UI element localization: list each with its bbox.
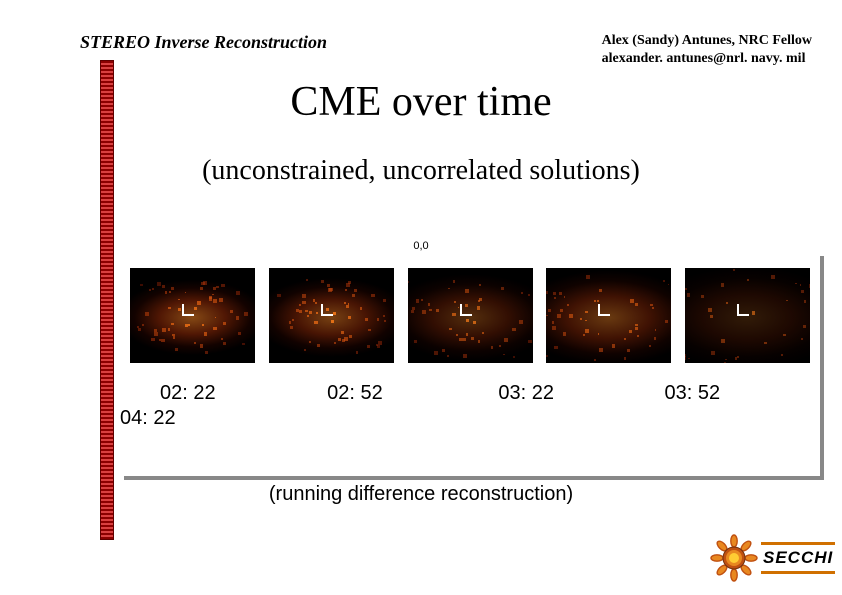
cme-panel-3	[408, 268, 533, 363]
header-row: STEREO Inverse Reconstruction Alex (Sand…	[80, 32, 812, 68]
time-5: 04: 22	[120, 407, 176, 430]
time-1: 02: 22	[160, 382, 216, 405]
axis-mark-icon	[182, 304, 194, 316]
axis-mark-icon	[460, 304, 472, 316]
axis-mark-icon	[598, 304, 610, 316]
axis-label: 0,0	[0, 240, 842, 252]
axis-mark-icon	[321, 304, 333, 316]
time-4: 03: 52	[665, 382, 721, 405]
header-author: Alex (Sandy) Antunes, NRC Fellow alexand…	[602, 32, 812, 68]
decorative-sidebar	[100, 60, 114, 540]
time-3: 03: 22	[498, 382, 554, 405]
page-title: CME over time	[0, 78, 842, 126]
page-subtitle: (unconstrained, uncorrelated solutions)	[0, 155, 842, 187]
time-2: 02: 52	[327, 382, 383, 405]
logo-text: SECCHI	[761, 542, 835, 574]
author-name: Alex (Sandy) Antunes, NRC Fellow	[602, 32, 812, 50]
header-left-title: STEREO Inverse Reconstruction	[80, 32, 327, 53]
cme-panel-4	[546, 268, 671, 363]
cme-images-row	[130, 268, 810, 363]
author-email: alexander. antunes@nrl. navy. mil	[602, 50, 812, 68]
axis-mark-icon	[737, 304, 749, 316]
logo-sun-icon	[710, 534, 758, 582]
cme-panel-2	[269, 268, 394, 363]
cme-panel-5	[685, 268, 810, 363]
caption: (running difference reconstruction)	[0, 483, 842, 506]
content-panel: 02: 22 02: 52 03: 22 03: 52 04: 22	[120, 252, 820, 476]
secchi-logo: SECCHI	[710, 531, 830, 585]
times-row: 02: 22 02: 52 03: 22 03: 52	[160, 382, 720, 405]
cme-panel-1	[130, 268, 255, 363]
